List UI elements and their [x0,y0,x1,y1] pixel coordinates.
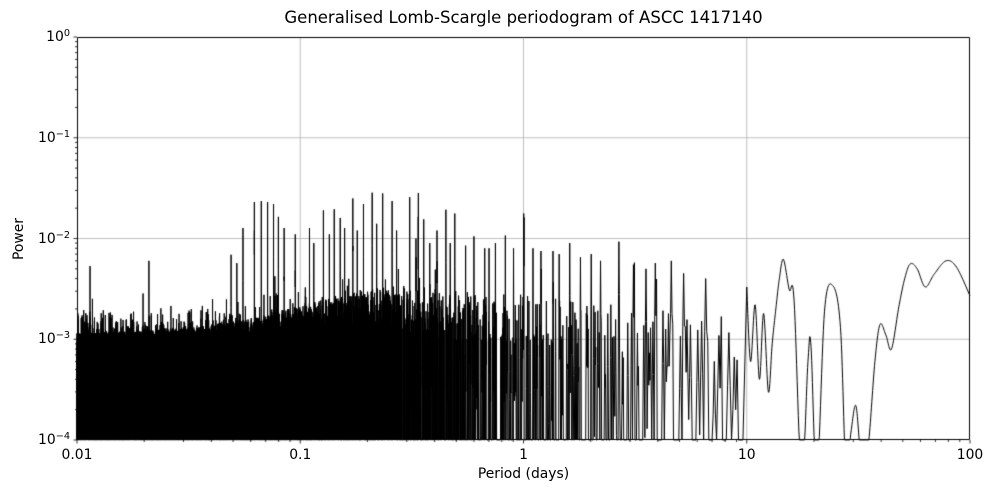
chart-title: Generalised Lomb-Scargle periodogram of … [284,8,763,27]
y-tick-label: 10−3 [38,330,70,348]
x-tick-label: 0.1 [289,447,312,463]
x-tick-label: 1 [519,447,528,463]
x-tick-label: 10 [737,447,756,463]
x-axis-label: Period (days) [477,466,570,482]
y-tick-label: 10−2 [38,229,70,247]
y-tick-label: 10−1 [38,128,70,146]
x-tick-label: 0.01 [61,447,93,463]
y-tick-label: 100 [46,28,70,45]
y-tick-label: 10−4 [38,431,70,448]
x-tick-label: 100 [956,447,984,463]
